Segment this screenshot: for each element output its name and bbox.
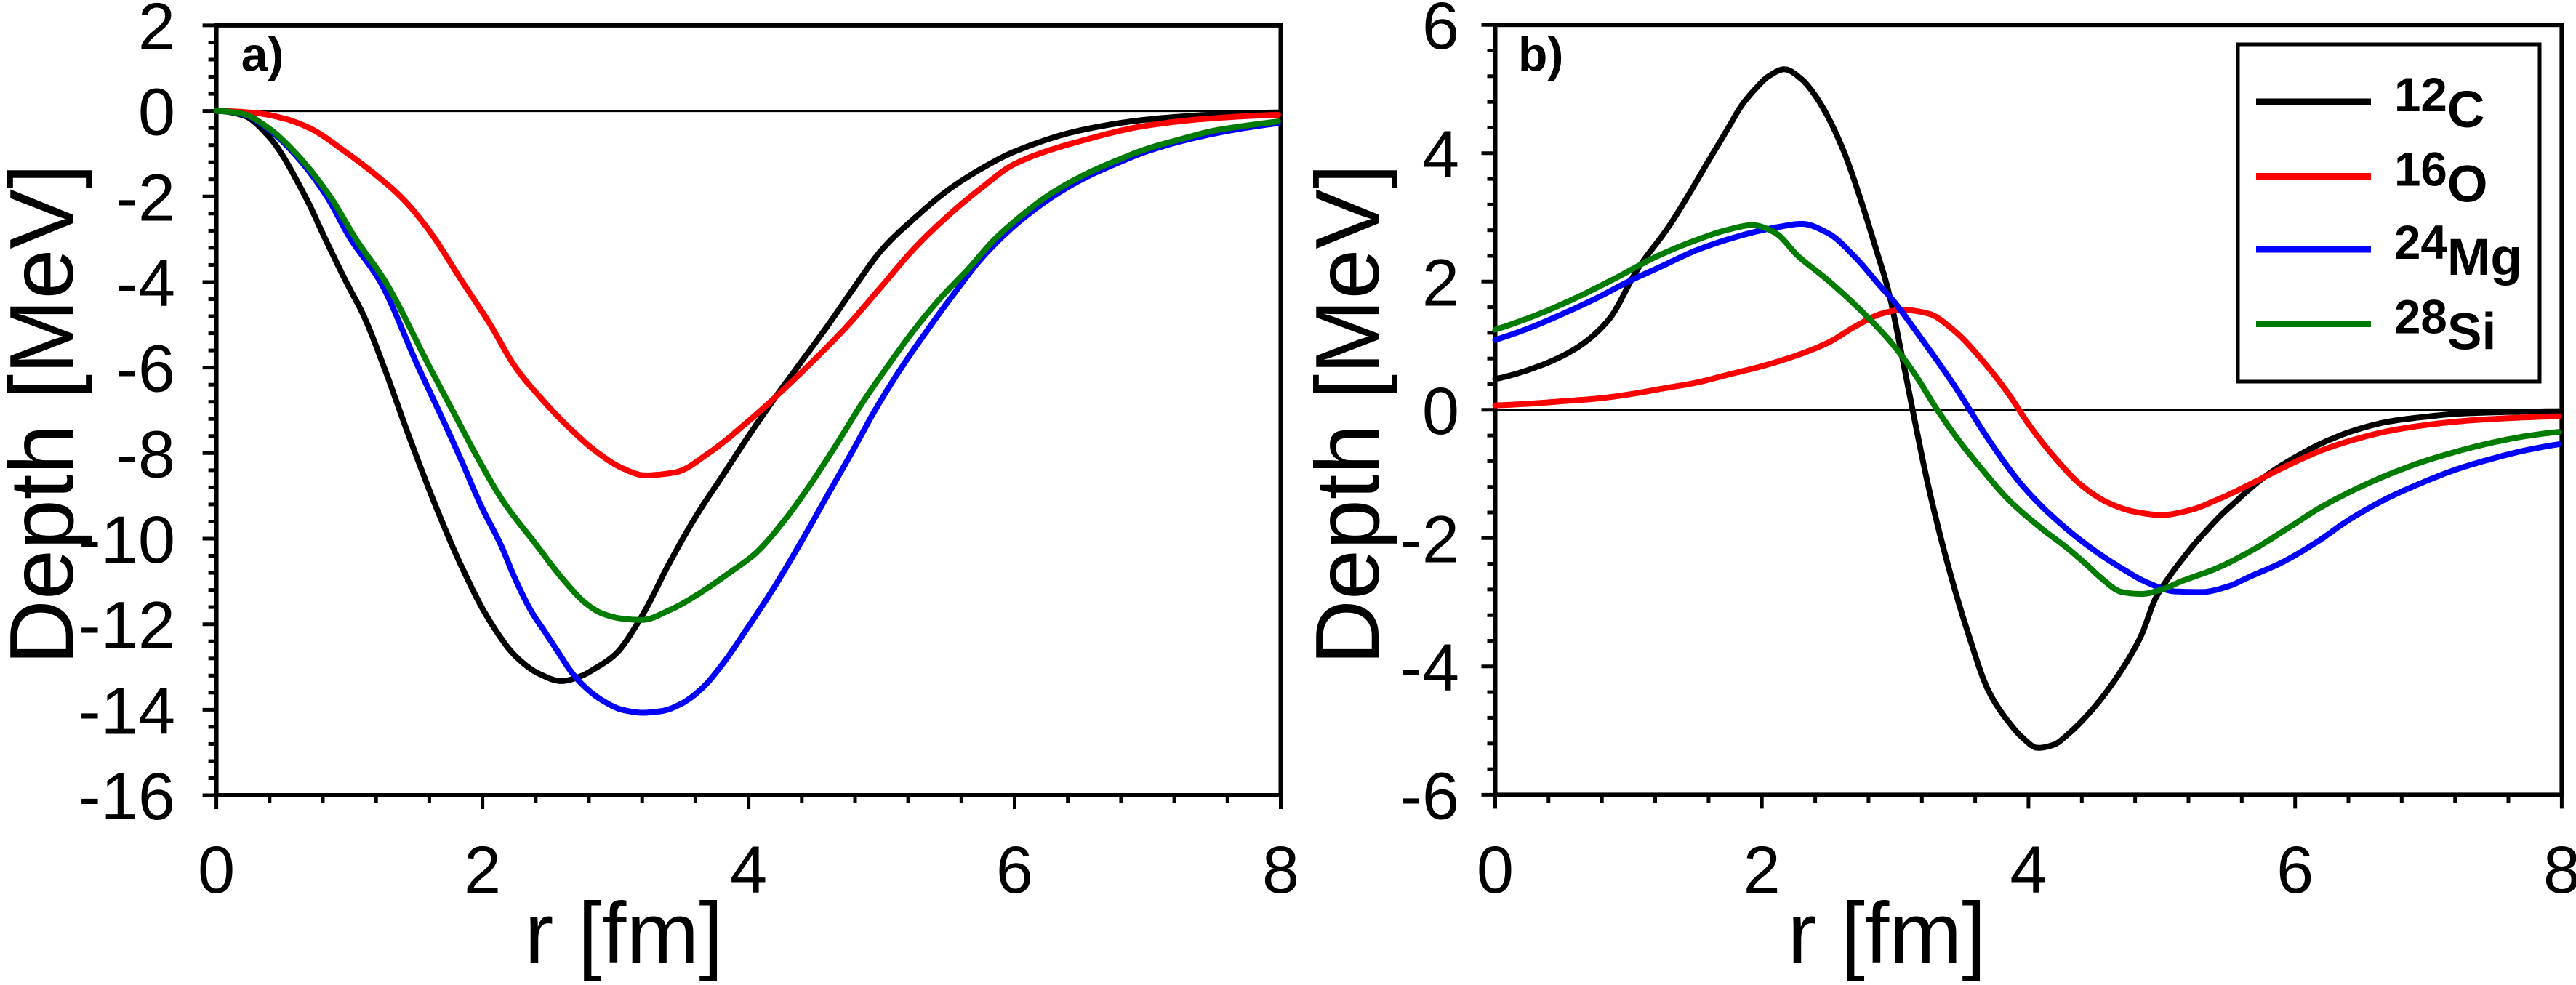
svg-text:24Mg: 24Mg: [2394, 216, 2522, 286]
svg-text:4: 4: [730, 833, 767, 907]
svg-text:8: 8: [2543, 833, 2576, 907]
svg-text:6: 6: [1422, 0, 1459, 63]
svg-text:6: 6: [2276, 833, 2314, 907]
svg-text:8: 8: [1262, 833, 1299, 907]
svg-text:-4: -4: [1400, 631, 1459, 705]
svg-text:-10: -10: [79, 503, 175, 577]
svg-text:0: 0: [138, 76, 175, 150]
svg-text:-14: -14: [79, 674, 175, 748]
svg-text:-6: -6: [116, 332, 175, 406]
svg-text:12C: 12C: [2394, 68, 2485, 139]
svg-text:0: 0: [198, 833, 235, 907]
svg-text:2: 2: [464, 833, 501, 907]
svg-text:-4: -4: [116, 246, 175, 321]
svg-text:Depth [MeV]: Depth [MeV]: [0, 164, 92, 664]
svg-text:-16: -16: [79, 760, 175, 834]
svg-text:r [fm]: r [fm]: [524, 885, 723, 981]
svg-text:-2: -2: [116, 161, 175, 235]
svg-text:2: 2: [1744, 833, 1781, 907]
svg-text:2: 2: [1422, 246, 1459, 320]
svg-text:6: 6: [996, 833, 1033, 907]
svg-text:b): b): [1518, 28, 1563, 81]
svg-text:16O: 16O: [2394, 142, 2487, 213]
svg-text:4: 4: [1422, 118, 1459, 192]
svg-text:28Si: 28Si: [2394, 290, 2496, 361]
svg-text:-6: -6: [1400, 759, 1459, 833]
svg-text:-8: -8: [116, 417, 175, 491]
svg-text:-2: -2: [1400, 502, 1459, 576]
svg-text:0: 0: [1477, 833, 1514, 907]
svg-text:2: 2: [138, 0, 175, 64]
svg-text:-12: -12: [79, 589, 175, 663]
svg-text:4: 4: [2010, 833, 2047, 907]
svg-text:a): a): [241, 28, 284, 81]
svg-text:r [fm]: r [fm]: [1787, 885, 1986, 981]
svg-text:0: 0: [1422, 374, 1459, 449]
svg-text:Depth [MeV]: Depth [MeV]: [1298, 164, 1398, 664]
